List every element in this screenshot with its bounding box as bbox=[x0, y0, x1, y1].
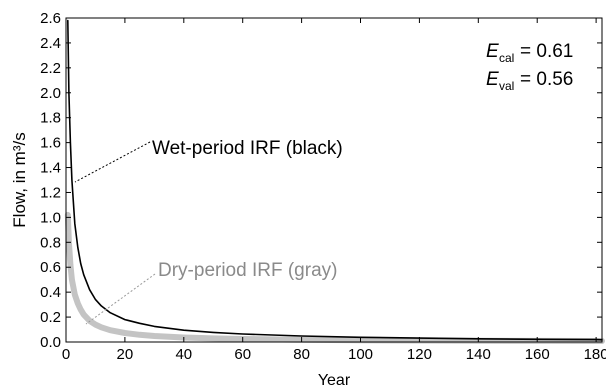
e-cal-symbol: E bbox=[486, 41, 499, 62]
ticks-layer: 0 20 40 60 80 100 120 140 160 180 0.0 0.2 0.4 0.6 0.8 1… bbox=[40, 10, 606, 363]
e-val-value: = 0.56 bbox=[520, 69, 573, 90]
y-tick-label: 1.8 bbox=[40, 110, 61, 127]
x-tick-label: 0 bbox=[62, 346, 70, 363]
dry-label-leader bbox=[85, 273, 156, 325]
e-val-symbol: E bbox=[486, 69, 499, 90]
x-tick-label: 160 bbox=[525, 346, 550, 363]
e-val-stat: E val = 0.56 bbox=[486, 69, 573, 93]
e-val-subscript: val bbox=[499, 79, 514, 93]
x-tick-label: 80 bbox=[293, 346, 310, 363]
x-axis-label: Year bbox=[318, 372, 351, 388]
e-cal-stat: E cal = 0.61 bbox=[486, 41, 573, 65]
y-tick-label: 0.8 bbox=[40, 234, 61, 251]
y-axis-label: Flow, in m³/s bbox=[10, 132, 29, 227]
y-tick-label: 1.4 bbox=[40, 160, 61, 177]
y-tick-label: 0.6 bbox=[40, 259, 61, 276]
wet-label-leader bbox=[74, 141, 151, 183]
x-tick-label: 60 bbox=[234, 346, 251, 363]
y-tick-label: 0.4 bbox=[40, 284, 61, 301]
y-tick-label: 2.4 bbox=[40, 35, 61, 52]
y-tick-label: 0.2 bbox=[40, 309, 61, 326]
wet-period-label: Wet-period IRF (black) bbox=[152, 138, 343, 159]
e-cal-subscript: cal bbox=[499, 51, 514, 65]
y-tick-label: 1.6 bbox=[40, 135, 61, 152]
y-tick-label: 2.6 bbox=[40, 10, 61, 27]
dry-period-label: Dry-period IRF (gray) bbox=[158, 260, 337, 281]
x-tick-label: 20 bbox=[117, 346, 134, 363]
x-tick-label: 100 bbox=[348, 346, 373, 363]
y-tick-label: 2.0 bbox=[40, 85, 61, 102]
y-tick-label: 1.0 bbox=[40, 209, 61, 226]
e-cal-value: = 0.61 bbox=[520, 41, 573, 62]
y-tick-label: 1.2 bbox=[40, 184, 61, 201]
y-tick-label: 0.0 bbox=[40, 334, 61, 351]
x-tick-label: 120 bbox=[407, 346, 432, 363]
y-tick-label: 2.2 bbox=[40, 60, 61, 77]
plot-frame bbox=[65, 17, 603, 343]
x-tick-label: 40 bbox=[175, 346, 192, 363]
x-tick-label: 140 bbox=[466, 346, 491, 363]
x-tick-label: 180 bbox=[584, 346, 606, 363]
